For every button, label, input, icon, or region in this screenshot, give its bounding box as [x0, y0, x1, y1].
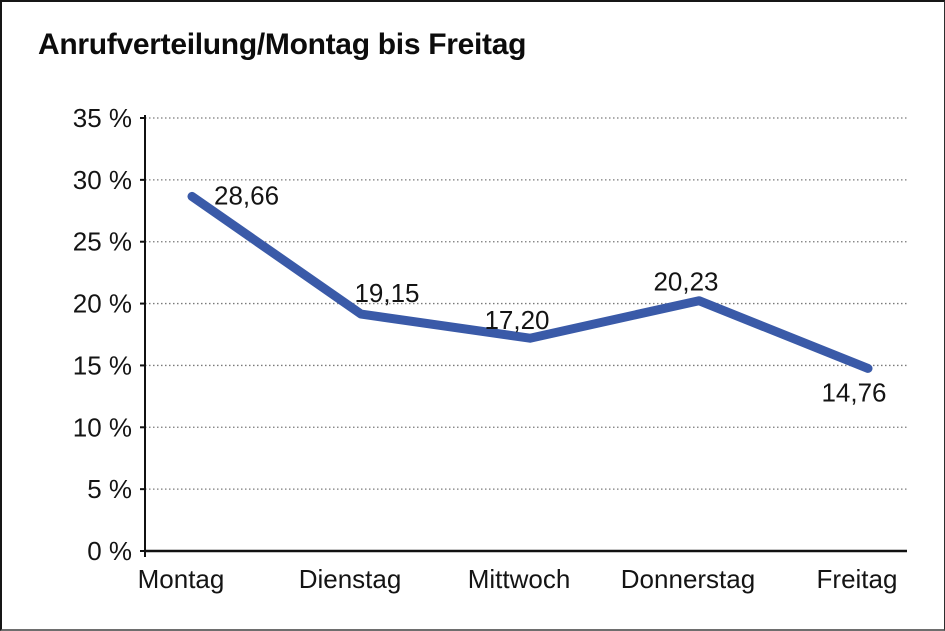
y-axis-tick-label: 30 %	[73, 165, 132, 195]
data-point-label: 17,20	[484, 305, 549, 335]
data-point-label: 28,66	[214, 180, 279, 210]
chart-title: Anrufverteilung/Montag bis Freitag	[38, 28, 527, 61]
x-axis-category-label: Dienstag	[299, 564, 402, 594]
y-axis-tick-label: 0 %	[87, 536, 132, 566]
x-axis-category-label: Mittwoch	[468, 564, 571, 594]
y-axis-tick-label: 35 %	[73, 103, 132, 133]
x-axis-category-label: Freitag	[817, 564, 898, 594]
data-line	[187, 191, 873, 373]
y-axis-tick-label: 10 %	[73, 412, 132, 442]
data-point-label: 14,76	[821, 377, 886, 407]
data-point-label: 20,23	[653, 267, 718, 297]
x-axis-category-label: Montag	[138, 564, 225, 594]
y-axis-tick-label: 20 %	[73, 289, 132, 319]
y-axis-tick-label: 15 %	[73, 350, 132, 380]
x-axis-category-label: Donnerstag	[621, 564, 755, 594]
y-axis-tick-label: 5 %	[87, 474, 132, 504]
y-axis-tick-label: 25 %	[73, 227, 132, 257]
data-point-label: 19,15	[354, 278, 419, 308]
